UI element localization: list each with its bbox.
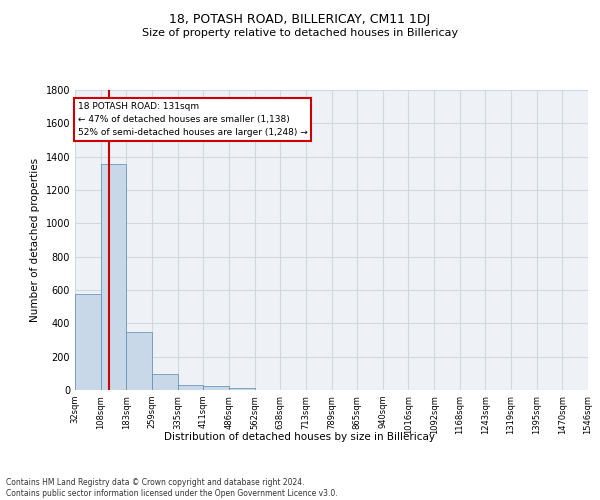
Bar	[126, 332, 152, 390]
Y-axis label: Number of detached properties: Number of detached properties	[30, 158, 40, 322]
Bar	[75, 294, 101, 390]
Bar	[229, 388, 254, 390]
Text: Contains HM Land Registry data © Crown copyright and database right 2024.
Contai: Contains HM Land Registry data © Crown c…	[6, 478, 338, 498]
Text: Distribution of detached houses by size in Billericay: Distribution of detached houses by size …	[164, 432, 436, 442]
Bar	[101, 164, 126, 390]
Bar	[152, 374, 178, 390]
Text: 18 POTASH ROAD: 131sqm
← 47% of detached houses are smaller (1,138)
52% of semi-: 18 POTASH ROAD: 131sqm ← 47% of detached…	[78, 102, 307, 137]
Text: Size of property relative to detached houses in Billericay: Size of property relative to detached ho…	[142, 28, 458, 38]
Text: 18, POTASH ROAD, BILLERICAY, CM11 1DJ: 18, POTASH ROAD, BILLERICAY, CM11 1DJ	[169, 12, 431, 26]
Bar	[203, 386, 229, 390]
Bar	[178, 385, 203, 390]
